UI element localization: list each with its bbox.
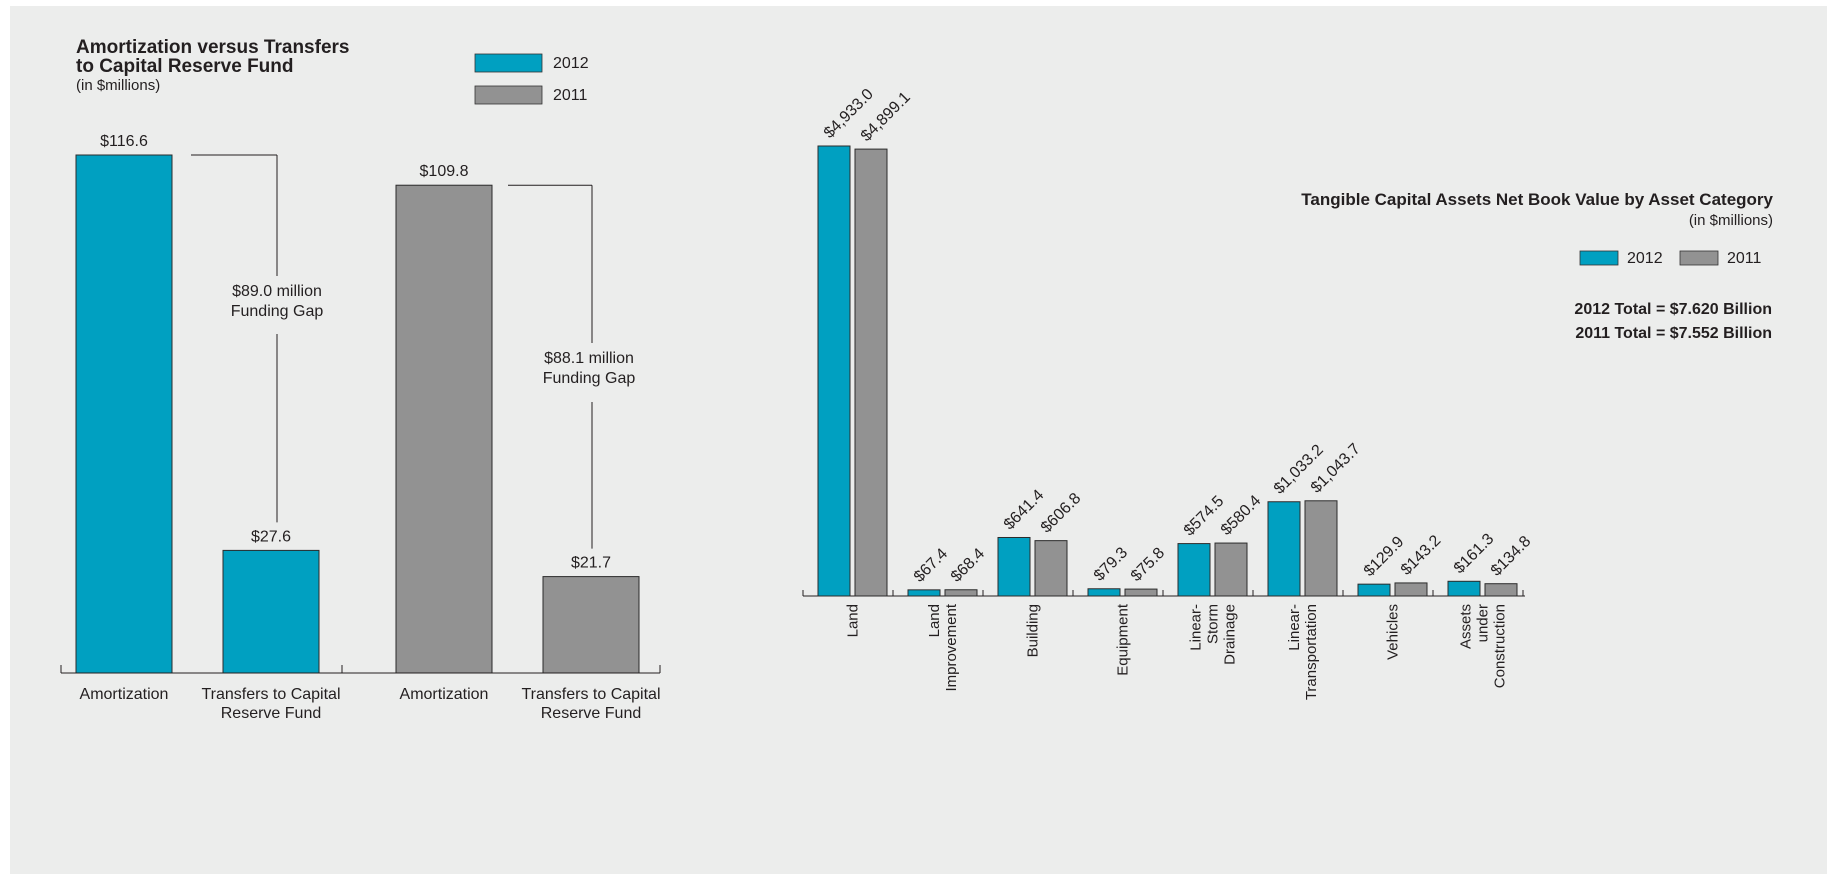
bar-2011-transfers <box>542 576 640 674</box>
category-label: Amortization <box>80 686 169 703</box>
category-label: Transfers to Capital <box>201 686 340 703</box>
category-label: Improvement <box>943 603 960 691</box>
bar-value-label: $27.6 <box>251 528 291 545</box>
bar-2011-linear-transportation <box>1304 500 1338 597</box>
category-label: Land <box>926 604 943 637</box>
bar-value-label: $574.5 <box>1181 493 1228 540</box>
bar-2012-amortization <box>75 154 173 674</box>
legend-swatch-2011 <box>474 85 543 105</box>
category-label: Vehicles <box>1385 604 1402 660</box>
left-chart-subtitle: (in $millions) <box>76 77 160 94</box>
bar-2012-assets-under-construction <box>1447 580 1481 597</box>
bar-value-label: $134.8 <box>1488 533 1535 580</box>
bar-value-label: $580.4 <box>1218 492 1265 539</box>
total-2012: 2012 Total = $7.620 Billion <box>1574 301 1772 318</box>
category-label: Storm <box>1205 604 1222 644</box>
bar-value-label: $116.6 <box>100 133 148 150</box>
funding-gap-label: Funding Gap <box>231 303 324 320</box>
bar-2012-land-improvement <box>907 589 941 597</box>
bar-2011-land-improvement <box>944 589 978 597</box>
category-label: Construction <box>1492 604 1509 688</box>
bar-value-label: $67.4 <box>911 545 951 585</box>
category-label: Reserve Fund <box>541 705 642 722</box>
bar-2011-building <box>1034 540 1068 597</box>
bar-2011-assets-under-construction <box>1484 583 1518 597</box>
left-chart-title-line-1: Amortization versus Transfers <box>76 37 349 58</box>
funding-gap-amount: $88.1 million <box>544 350 634 367</box>
bar-2012-equipment <box>1087 588 1121 597</box>
legend-label-2011: 2011 <box>1727 250 1762 267</box>
funding-gap-label: Funding Gap <box>543 370 636 387</box>
bar-2012-vehicles <box>1357 583 1391 597</box>
bar-2012-transfers <box>222 549 320 674</box>
bar-2012-linear-storm-drainage <box>1177 543 1211 597</box>
right-chart-subtitle: (in $millions) <box>1689 212 1773 229</box>
left-chart-title-line-2: to Capital Reserve Fund <box>76 56 294 77</box>
category-label: Building <box>1025 604 1042 657</box>
right-chart-title: Tangible Capital Assets Net Book Value b… <box>1301 190 1773 209</box>
legend-label-2012: 2012 <box>553 55 589 72</box>
legend-swatch-2012 <box>1579 250 1619 266</box>
bar-2012-land <box>817 145 851 597</box>
bar-2011-linear-storm-drainage <box>1214 542 1248 597</box>
bar-2011-amortization <box>395 184 493 674</box>
bar-2012-linear-transportation <box>1267 501 1301 597</box>
category-label: Land <box>845 604 862 637</box>
total-2011: 2011 Total = $7.552 Billion <box>1575 325 1772 342</box>
bar-value-label: $143.2 <box>1398 532 1445 579</box>
category-label: Drainage <box>1222 604 1239 665</box>
funding-gap-amount: $89.0 million <box>232 283 322 300</box>
category-label: under <box>1475 604 1492 642</box>
legend-label-2012: 2012 <box>1627 250 1663 267</box>
category-label: Amortization <box>400 686 489 703</box>
bar-value-label: $79.3 <box>1091 544 1131 584</box>
chart-panel <box>10 6 1827 874</box>
category-label: Reserve Fund <box>221 705 322 722</box>
bar-2011-vehicles <box>1394 582 1428 597</box>
bar-value-label: $68.4 <box>948 545 988 585</box>
category-label: Transportation <box>1303 604 1320 700</box>
category-label: Assets <box>1458 604 1475 649</box>
bar-2011-land <box>854 148 888 597</box>
category-label: Linear- <box>1286 604 1303 651</box>
category-label: Transfers to Capital <box>521 686 660 703</box>
legend-swatch-2011 <box>1679 250 1719 266</box>
legend-label-2011: 2011 <box>553 87 588 104</box>
category-label: Equipment <box>1115 603 1132 676</box>
bar-value-label: $75.8 <box>1128 545 1168 585</box>
bar-value-label: $129.9 <box>1361 533 1408 580</box>
bar-value-label: $109.8 <box>420 163 469 180</box>
legend-swatch-2012 <box>474 53 543 73</box>
category-label: Linear- <box>1188 604 1205 651</box>
bar-2011-equipment <box>1124 588 1158 597</box>
bar-value-label: $21.7 <box>571 555 611 572</box>
bar-2012-building <box>997 536 1031 597</box>
